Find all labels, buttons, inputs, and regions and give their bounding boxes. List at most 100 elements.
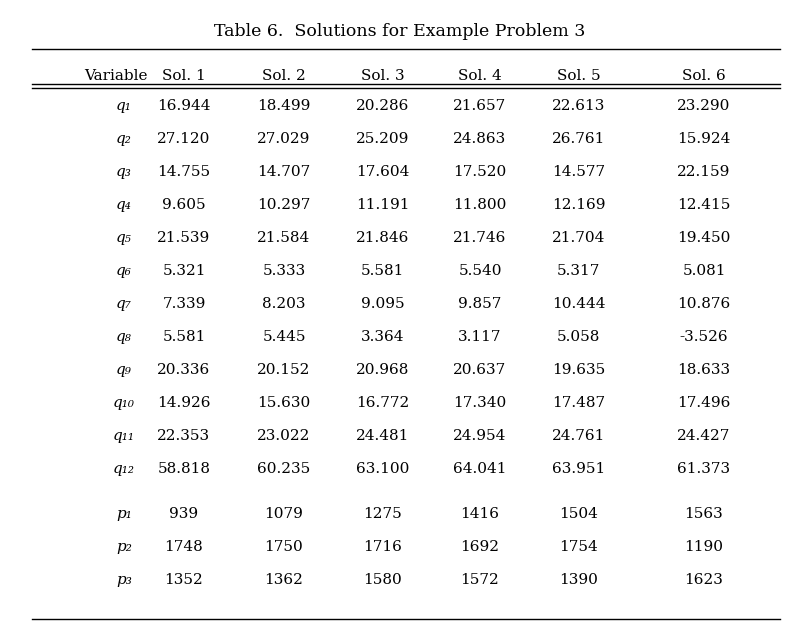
Text: -3.526: -3.526: [680, 330, 728, 344]
Text: 5.058: 5.058: [557, 330, 600, 344]
Text: 5.317: 5.317: [557, 264, 600, 278]
Text: Sol. 3: Sol. 3: [361, 68, 404, 83]
Text: 58.818: 58.818: [158, 462, 210, 476]
Text: 15.630: 15.630: [258, 396, 310, 410]
Text: 21.584: 21.584: [258, 231, 310, 245]
Text: q₃: q₃: [116, 165, 132, 179]
Text: 20.286: 20.286: [356, 99, 409, 113]
Text: 24.863: 24.863: [454, 132, 506, 146]
Text: 17.496: 17.496: [678, 396, 730, 410]
Text: 12.169: 12.169: [552, 198, 605, 212]
Text: 27.029: 27.029: [258, 132, 310, 146]
Text: 21.657: 21.657: [454, 99, 506, 113]
Text: 11.191: 11.191: [356, 198, 409, 212]
Text: 5.081: 5.081: [682, 264, 726, 278]
Text: q₄: q₄: [116, 198, 132, 212]
Text: 24.761: 24.761: [552, 429, 605, 443]
Text: q₉: q₉: [116, 363, 132, 377]
Text: q₂: q₂: [116, 132, 132, 146]
Text: 10.876: 10.876: [678, 297, 730, 311]
Text: 1623: 1623: [685, 573, 723, 587]
Text: 5.445: 5.445: [262, 330, 306, 344]
Text: 1750: 1750: [265, 540, 303, 554]
Text: 9.857: 9.857: [458, 297, 502, 311]
Text: 17.604: 17.604: [356, 165, 409, 179]
Text: 19.450: 19.450: [678, 231, 730, 245]
Text: 26.761: 26.761: [552, 132, 605, 146]
Text: 9.095: 9.095: [361, 297, 404, 311]
Text: p₂: p₂: [116, 540, 132, 554]
Text: 1362: 1362: [265, 573, 303, 587]
Text: 5.540: 5.540: [458, 264, 502, 278]
Text: q₁₁: q₁₁: [113, 429, 135, 443]
Text: 8.203: 8.203: [262, 297, 306, 311]
Text: 14.755: 14.755: [158, 165, 210, 179]
Text: 5.333: 5.333: [262, 264, 306, 278]
Text: 12.415: 12.415: [678, 198, 730, 212]
Text: 25.209: 25.209: [356, 132, 409, 146]
Text: 17.340: 17.340: [454, 396, 506, 410]
Text: Sol. 5: Sol. 5: [557, 68, 600, 83]
Text: 63.951: 63.951: [552, 462, 605, 476]
Text: 61.373: 61.373: [678, 462, 730, 476]
Text: 17.487: 17.487: [552, 396, 605, 410]
Text: 1754: 1754: [559, 540, 598, 554]
Text: 5.321: 5.321: [162, 264, 206, 278]
Text: Sol. 4: Sol. 4: [458, 68, 502, 83]
Text: 20.152: 20.152: [258, 363, 310, 377]
Text: 24.427: 24.427: [678, 429, 730, 443]
Text: 17.520: 17.520: [454, 165, 506, 179]
Text: 21.704: 21.704: [552, 231, 605, 245]
Text: 24.481: 24.481: [356, 429, 409, 443]
Text: Sol. 2: Sol. 2: [262, 68, 306, 83]
Text: 22.353: 22.353: [158, 429, 210, 443]
Text: 23.290: 23.290: [678, 99, 730, 113]
Text: q₆: q₆: [116, 264, 132, 278]
Text: Table 6.  Solutions for Example Problem 3: Table 6. Solutions for Example Problem 3: [214, 23, 586, 41]
Text: 21.846: 21.846: [356, 231, 409, 245]
Text: 64.041: 64.041: [454, 462, 506, 476]
Text: 60.235: 60.235: [258, 462, 310, 476]
Text: 1504: 1504: [559, 507, 598, 521]
Text: 21.746: 21.746: [454, 231, 506, 245]
Text: 23.022: 23.022: [258, 429, 310, 443]
Text: 14.707: 14.707: [258, 165, 310, 179]
Text: 10.297: 10.297: [258, 198, 310, 212]
Text: 1580: 1580: [363, 573, 402, 587]
Text: q₅: q₅: [116, 231, 132, 245]
Text: 14.577: 14.577: [552, 165, 605, 179]
Text: 1748: 1748: [165, 540, 203, 554]
Text: 16.772: 16.772: [356, 396, 409, 410]
Text: 1079: 1079: [265, 507, 303, 521]
Text: 3.364: 3.364: [361, 330, 404, 344]
Text: q₇: q₇: [116, 297, 132, 311]
Text: 1716: 1716: [363, 540, 402, 554]
Text: 1190: 1190: [685, 540, 723, 554]
Text: 63.100: 63.100: [356, 462, 409, 476]
Text: q₁₀: q₁₀: [113, 396, 135, 410]
Text: 18.633: 18.633: [678, 363, 730, 377]
Text: q₁: q₁: [116, 99, 132, 113]
Text: 15.924: 15.924: [678, 132, 730, 146]
Text: Variable: Variable: [84, 68, 147, 83]
Text: 1352: 1352: [165, 573, 203, 587]
Text: 1275: 1275: [363, 507, 402, 521]
Text: 939: 939: [170, 507, 198, 521]
Text: 27.120: 27.120: [158, 132, 210, 146]
Text: 11.800: 11.800: [454, 198, 506, 212]
Text: 16.944: 16.944: [158, 99, 210, 113]
Text: 22.613: 22.613: [552, 99, 605, 113]
Text: 19.635: 19.635: [552, 363, 605, 377]
Text: 9.605: 9.605: [162, 198, 206, 212]
Text: 1692: 1692: [461, 540, 499, 554]
Text: 1563: 1563: [685, 507, 723, 521]
Text: 24.954: 24.954: [454, 429, 506, 443]
Text: q₈: q₈: [116, 330, 132, 344]
Text: 5.581: 5.581: [162, 330, 206, 344]
Text: p₁: p₁: [116, 507, 132, 521]
Text: 20.336: 20.336: [158, 363, 210, 377]
Text: 21.539: 21.539: [158, 231, 210, 245]
Text: 20.968: 20.968: [356, 363, 409, 377]
Text: 10.444: 10.444: [552, 297, 605, 311]
Text: 1390: 1390: [559, 573, 598, 587]
